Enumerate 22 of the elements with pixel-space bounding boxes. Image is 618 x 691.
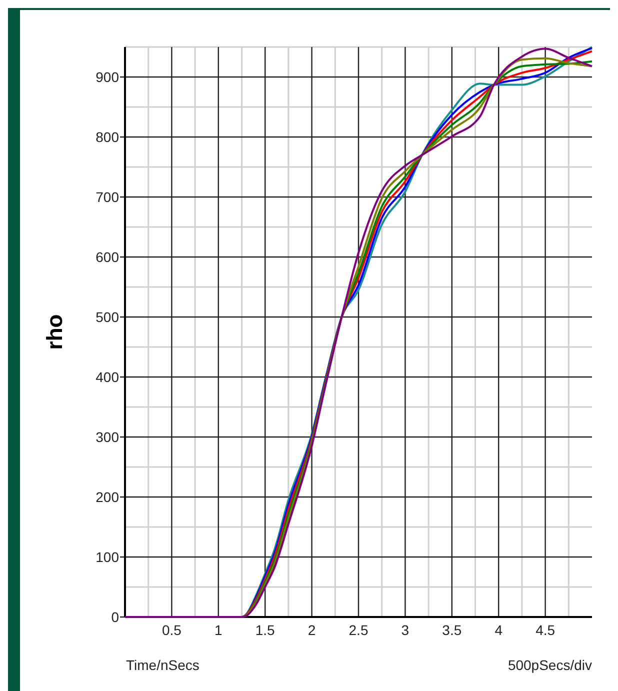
x-tick-label: 2.5: [348, 622, 368, 638]
x-tick-label: 1.5: [255, 622, 276, 638]
y-tick-label: 0: [111, 608, 120, 625]
y-tick-label: 900: [96, 68, 120, 85]
x-tick-label: 3.5: [442, 622, 462, 638]
x-axis-title: Time/nSecs: [126, 657, 200, 673]
text: 500pSecs/div: [508, 657, 592, 673]
y-tick-label: 300: [96, 428, 120, 445]
y-tick-label: 700: [96, 188, 120, 205]
y-tick-label: 600: [96, 248, 120, 265]
x-tick-label: 4.5: [536, 622, 556, 638]
y-tick-label: 200: [96, 488, 120, 505]
y-tick-label: 100: [96, 548, 120, 565]
x-tick-label: 3: [401, 622, 410, 638]
x-tick-label: 1: [214, 622, 222, 638]
y-axis-title: rho: [42, 314, 67, 350]
x-tick-label: 4: [494, 622, 503, 638]
x-tick-label: 2: [308, 622, 316, 638]
y-tick-label: 500: [96, 308, 120, 325]
x-tick-label: 0.5: [162, 622, 182, 638]
y-tick-label: 800: [96, 128, 120, 145]
y-tick-label: 400: [96, 368, 120, 385]
